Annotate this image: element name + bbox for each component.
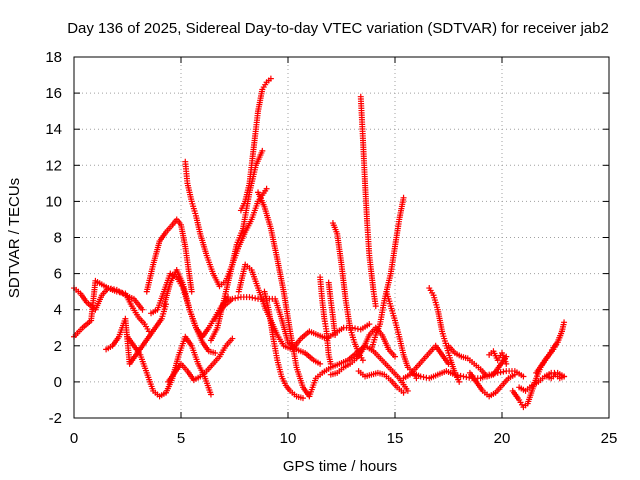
point-markers <box>400 342 452 382</box>
point-markers <box>235 261 373 353</box>
y-tick-label: 2 <box>54 338 62 355</box>
y-tick-label: 12 <box>45 157 62 174</box>
y-tick-label: -2 <box>49 410 62 427</box>
point-markers <box>329 220 366 364</box>
x-axis-label: GPS time / hours <box>283 458 397 475</box>
axis-ticks: 0 5 10 15 20 25 -2 0 2 4 6 8 10 12 14 16 18 <box>45 49 617 447</box>
series-trace-20 <box>357 93 379 310</box>
point-markers <box>357 93 379 310</box>
series-trace-3 <box>103 301 170 367</box>
series-trace-8 <box>165 335 236 385</box>
series-trace-21 <box>355 368 407 396</box>
series-trace-13 <box>235 261 373 353</box>
point-markers <box>143 216 195 295</box>
series-trace-18 <box>327 324 398 378</box>
point-markers <box>466 369 518 400</box>
y-tick-label: 8 <box>54 230 62 247</box>
point-markers <box>261 288 306 402</box>
point-markers <box>368 194 407 353</box>
point-markers <box>237 75 274 214</box>
series-trace-15 <box>261 288 306 402</box>
y-axis-label: SDTVAR / TECUs <box>6 178 23 298</box>
series-trace-19 <box>329 220 366 364</box>
series-trace-31 <box>516 369 568 394</box>
series-trace-11 <box>237 75 274 214</box>
x-tick-label: 25 <box>601 430 618 447</box>
series-trace-14 <box>255 189 411 400</box>
x-tick-label: 0 <box>70 430 78 447</box>
series-trace-4 <box>124 333 214 400</box>
x-tick-label: 20 <box>494 430 511 447</box>
point-markers <box>327 324 398 378</box>
x-tick-label: 10 <box>280 430 297 447</box>
series-trace-9 <box>182 158 270 290</box>
y-tick-label: 18 <box>45 49 62 66</box>
y-tick-label: 16 <box>45 85 62 102</box>
series-trace-24 <box>400 342 452 382</box>
point-markers <box>533 319 568 376</box>
series-trace-28 <box>466 369 518 400</box>
series-trace-32 <box>533 319 568 376</box>
series-trace-29 <box>486 348 510 367</box>
series-trace-7 <box>160 266 219 357</box>
series-trace-22 <box>368 194 407 353</box>
y-tick-label: 14 <box>45 121 62 138</box>
series-trace-5 <box>143 216 195 295</box>
point-markers <box>165 335 236 385</box>
series-trace-33 <box>543 371 568 382</box>
y-tick-label: 0 <box>54 374 62 391</box>
point-markers <box>160 266 219 357</box>
point-markers <box>355 368 407 396</box>
series-trace-23 <box>383 288 420 382</box>
point-markers <box>325 279 339 338</box>
x-tick-label: 5 <box>177 430 185 447</box>
y-tick-label: 10 <box>45 193 62 210</box>
chart-title: Day 136 of 2025, Sidereal Day-to-day VTE… <box>67 20 609 37</box>
point-markers <box>543 371 568 382</box>
x-tick-label: 15 <box>387 430 404 447</box>
point-markers <box>486 348 510 367</box>
point-markers <box>182 158 270 290</box>
point-markers <box>383 288 420 382</box>
series-trace-17 <box>325 279 339 338</box>
data-points <box>71 75 568 411</box>
point-markers <box>255 189 411 400</box>
series-trace-16 <box>317 274 334 367</box>
point-markers <box>317 274 334 367</box>
point-markers <box>124 333 214 400</box>
point-markers <box>103 301 170 367</box>
point-markers <box>516 369 568 394</box>
y-tick-label: 6 <box>54 266 62 283</box>
y-tick-label: 4 <box>54 302 62 319</box>
